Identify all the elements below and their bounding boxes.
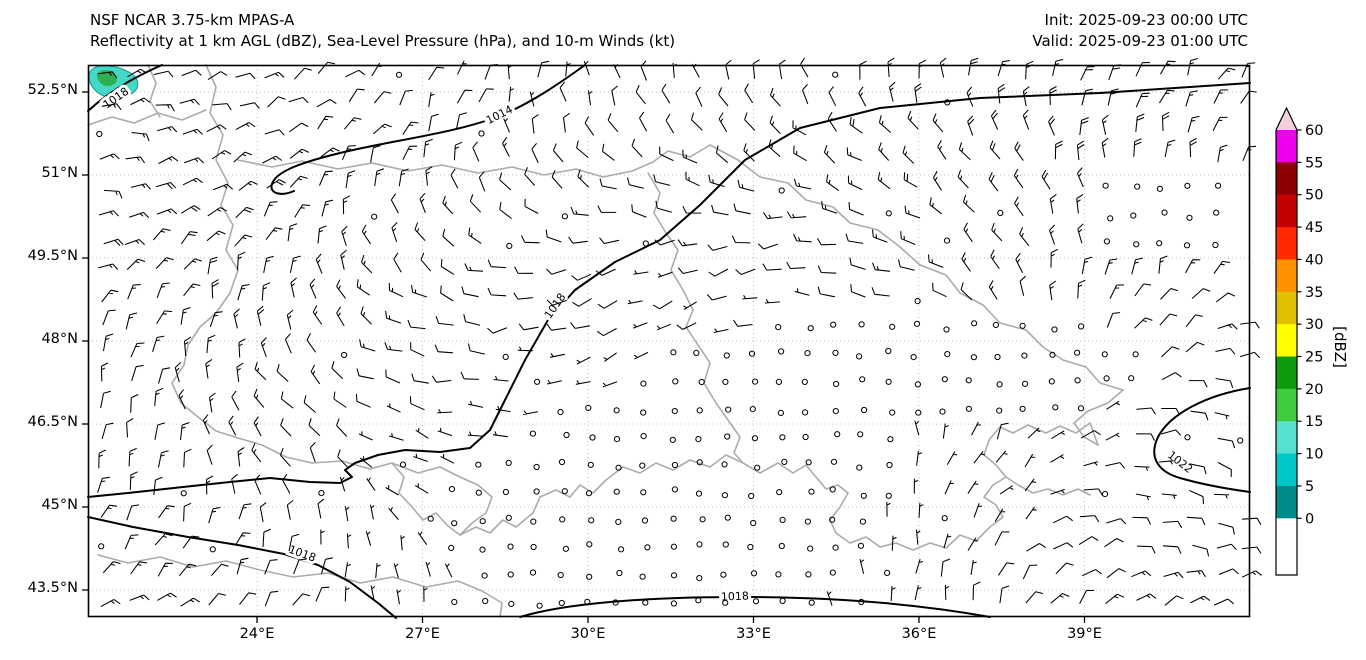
gridlines [88, 65, 1250, 617]
colorbar-tick-label: 0 [1305, 511, 1314, 527]
axis-ticks [82, 91, 1086, 623]
colorbar-tick-label: 20 [1305, 382, 1323, 398]
colorbar-tick-label: 25 [1305, 350, 1323, 366]
colorbar-tick-label: 40 [1305, 252, 1323, 268]
colorbar-tick-label: 60 [1305, 123, 1323, 139]
colorbar-tick-label: 15 [1305, 414, 1323, 430]
fields-subtitle: Reflectivity at 1 km AGL (dBZ), Sea-Leve… [90, 32, 676, 50]
lon-tick-label: 33°E [736, 626, 771, 642]
lat-tick-label: 48°N [41, 331, 78, 347]
lat-tick-label: 46.5°N [27, 414, 78, 430]
colorbar-tick-label: 35 [1305, 285, 1323, 301]
lat-tick-label: 45°N [41, 497, 78, 513]
contour-label: 1018 [721, 590, 749, 604]
lat-tick-label: 51°N [41, 165, 78, 181]
colorbar-segment [1276, 388, 1297, 422]
valid-time: Valid: 2025-09-23 01:00 UTC [1032, 32, 1248, 50]
figure-header-right: Init: 2025-09-23 00:00 UTC Valid: 2025-0… [1032, 10, 1248, 52]
contour-label: 1014 [484, 103, 515, 127]
wind-barbs [97, 57, 1262, 608]
colorbar-tick-label: 45 [1305, 220, 1323, 236]
model-title: NSF NCAR 3.75-km MPAS-A [90, 11, 295, 29]
colorbar-segment [1276, 291, 1297, 325]
colorbar-tick-label: 10 [1305, 447, 1323, 463]
lon-tick-label: 36°E [901, 626, 937, 642]
colorbar-segment [1276, 485, 1297, 519]
colorbar-tick-label: 50 [1305, 188, 1323, 204]
calm-wind-circles [96, 71, 1244, 609]
colorbar-segment [1276, 227, 1297, 261]
lon-tick-label: 30°E [570, 626, 606, 642]
lat-tick-label: 43.5°N [27, 580, 78, 596]
colorbar-under-segment [1276, 518, 1297, 575]
lon-tick-label: 39°E [1067, 626, 1102, 642]
colorbar-outline [1275, 106, 1298, 576]
colorbar-segment [1276, 162, 1297, 196]
colorbar-unit-label: [dBZ] [1331, 326, 1349, 368]
lon-tick-label: 27°E [405, 626, 440, 642]
colorbar-segment [1276, 421, 1297, 455]
colorbar-segment [1276, 356, 1297, 390]
colorbar-segment [1276, 259, 1297, 293]
pressure-contours [87, 64, 1251, 619]
colorbar-over-arrow [1276, 108, 1297, 130]
map-frame [87, 64, 1251, 618]
colorbar-segment [1276, 453, 1297, 487]
colorbar-segment [1276, 194, 1297, 228]
contour-label: 1018 [287, 543, 318, 565]
colorbar-segment [1276, 130, 1297, 163]
colorbar-tick-label: 30 [1305, 317, 1323, 333]
lat-tick-label: 52.5°N [27, 82, 78, 98]
lon-tick-label: 24°E [239, 626, 275, 642]
colorbar-tick-label: 5 [1305, 479, 1314, 495]
contour-label: 1022 [1165, 449, 1195, 476]
colorbar-segment [1276, 324, 1297, 358]
lat-tick-label: 49.5°N [27, 248, 78, 264]
colorbar-tick-label: 55 [1305, 155, 1323, 171]
contour-label: 1018 [542, 291, 569, 321]
coastlines-borders [87, 64, 1124, 618]
figure-header-left: NSF NCAR 3.75-km MPAS-A Reflectivity at … [90, 10, 675, 52]
init-time: Init: 2025-09-23 00:00 UTC [1044, 11, 1248, 29]
